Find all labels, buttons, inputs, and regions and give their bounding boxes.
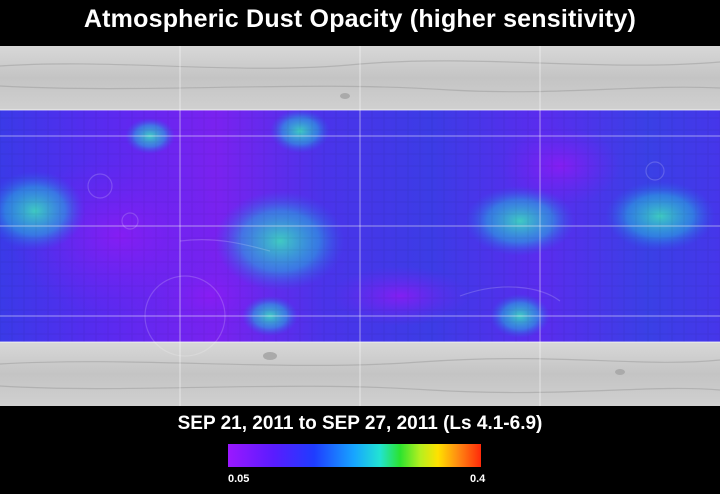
colorbar-max-label: 0.4	[470, 473, 486, 485]
colorbar	[228, 444, 481, 467]
map-title: Atmospheric Dust Opacity (higher sensiti…	[83, 5, 637, 33]
dust-opacity-map	[0, 46, 720, 406]
date-range-label: SEP 21, 2011 to SEP 27, 2011 (Ls 4.1-6.9…	[177, 413, 543, 434]
colorbar-min-label: 0.05	[228, 473, 250, 485]
